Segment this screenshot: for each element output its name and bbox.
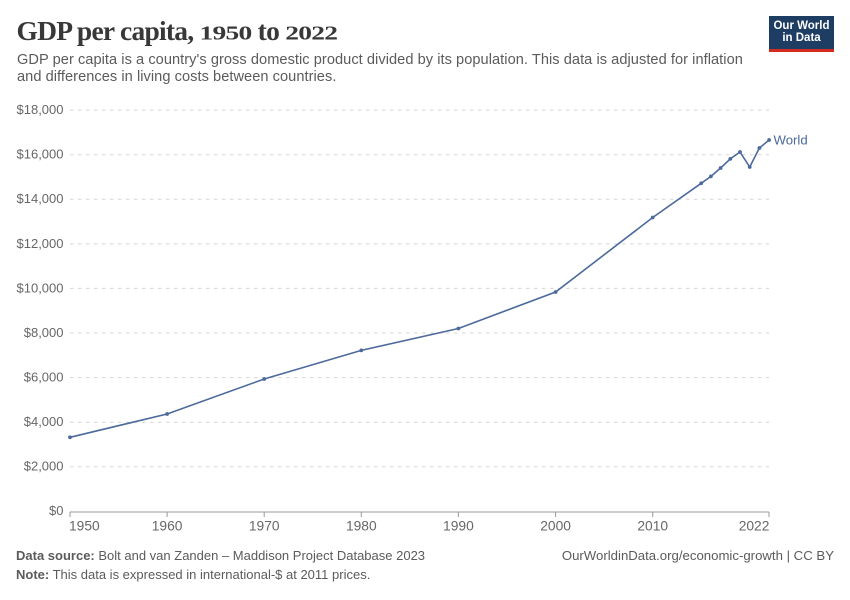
svg-text:World: World	[774, 132, 808, 147]
svg-text:$8,000: $8,000	[24, 325, 64, 340]
svg-text:$12,000: $12,000	[17, 236, 64, 251]
svg-text:1990: 1990	[443, 518, 474, 533]
svg-text:$4,000: $4,000	[24, 414, 64, 429]
svg-text:2022: 2022	[739, 518, 770, 533]
svg-text:2010: 2010	[637, 518, 668, 533]
svg-text:1950: 1950	[69, 518, 100, 533]
svg-text:1960: 1960	[152, 518, 183, 533]
svg-text:2000: 2000	[540, 518, 571, 533]
svg-text:$6,000: $6,000	[24, 370, 64, 385]
svg-text:$0: $0	[49, 503, 63, 518]
svg-text:$2,000: $2,000	[24, 459, 64, 474]
svg-text:1980: 1980	[346, 518, 377, 533]
svg-text:$14,000: $14,000	[17, 191, 64, 206]
svg-text:$10,000: $10,000	[17, 280, 64, 295]
svg-text:1970: 1970	[249, 518, 280, 533]
svg-text:$18,000: $18,000	[17, 102, 64, 117]
svg-text:$16,000: $16,000	[17, 147, 64, 162]
